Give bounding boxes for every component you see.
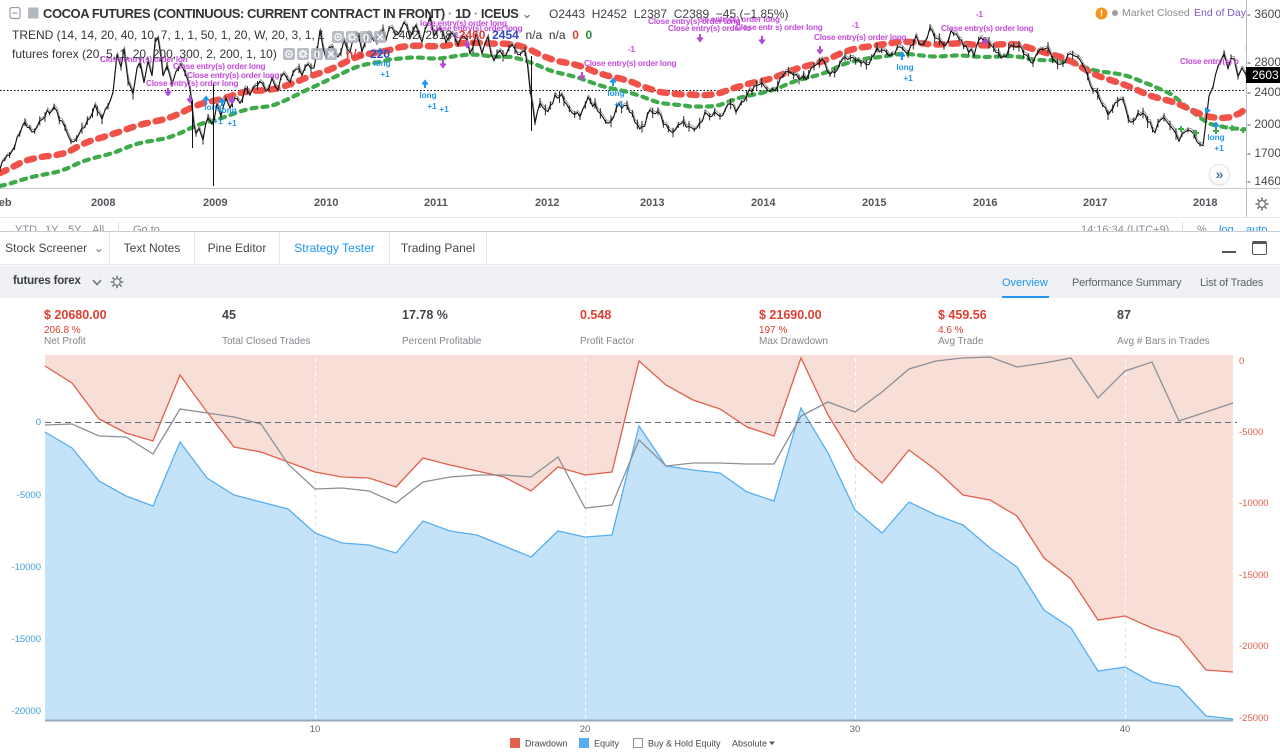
svg-text:-1: -1 — [976, 10, 984, 19]
svg-text:Close entry(s) order long: Close entry(s) order long — [584, 59, 677, 68]
svg-text:-15000: -15000 — [1239, 570, 1269, 581]
svg-text:-20000: -20000 — [1239, 641, 1269, 652]
svg-text:-1: -1 — [852, 21, 860, 30]
svg-text:{}: {} — [314, 49, 321, 59]
svg-text:long: long — [896, 63, 913, 72]
svg-text:long: long — [373, 59, 390, 68]
svg-text:0: 0 — [36, 417, 41, 428]
svg-text:-15000: -15000 — [11, 634, 41, 645]
svg-text:Absolute: Absolute — [732, 739, 767, 749]
svg-text:Close entry(s) order long: Close entry(s) order long — [187, 71, 280, 80]
svg-text:+1: +1 — [439, 105, 449, 114]
svg-text:Close entry(s) order lo: Close entry(s) order lo — [668, 24, 751, 33]
svg-text:-25000: -25000 — [1239, 713, 1269, 724]
svg-text:40: 40 — [1120, 724, 1131, 735]
svg-text:Close entry(s) order long: Close entry(s) order long — [941, 24, 1034, 33]
svg-text:lose entry(s) order long: lose entry(s) order long — [420, 19, 507, 28]
svg-text:10: 10 — [310, 724, 321, 735]
svg-text:+1: +1 — [903, 74, 913, 83]
svg-text:-5000: -5000 — [1239, 427, 1263, 438]
svg-text:-1: -1 — [452, 31, 460, 40]
svg-text:Close entry(s) order lon: Close entry(s) order lon — [100, 55, 188, 64]
svg-text:+1: +1 — [1214, 144, 1224, 153]
svg-text:Buy & Hold Equity: Buy & Hold Equity — [648, 739, 721, 749]
svg-text:Close entry(s) order long: Close entry(s) order long — [146, 79, 239, 88]
svg-text:30: 30 — [850, 724, 861, 735]
svg-text:long: long — [419, 91, 436, 100]
svg-text:+1: +1 — [614, 100, 624, 109]
svg-text:-5000: -5000 — [17, 490, 41, 501]
svg-text:Equity: Equity — [594, 739, 620, 749]
svg-text:20: 20 — [580, 724, 591, 735]
svg-text:Close entry(s) order long: Close entry(s) order long — [173, 62, 266, 71]
svg-text:Close entry(s) order long: Close entry(s) order long — [430, 24, 523, 33]
svg-text:long: long — [1207, 133, 1224, 142]
svg-text:long: long — [607, 89, 624, 98]
svg-text:0: 0 — [1239, 356, 1244, 367]
svg-text:!: ! — [1100, 9, 1103, 19]
svg-text:-20000: -20000 — [11, 706, 41, 717]
svg-text:+1: +1 — [380, 70, 390, 79]
svg-text:se entry(s) order long: se entry(s) order long — [700, 15, 780, 24]
svg-text:long: long — [219, 106, 236, 115]
svg-text:Close entr s) order long: Close entr s) order long — [735, 23, 823, 32]
svg-text:Close entry(s) order long: Close entry(s) order long — [648, 17, 741, 26]
svg-text:{}: {} — [363, 32, 370, 42]
svg-text:-10000: -10000 — [1239, 498, 1269, 509]
svg-text:Close entry(s) order long: Close entry(s) order long — [814, 33, 907, 42]
svg-text:Close entry(s) o: Close entry(s) o — [1180, 57, 1239, 66]
svg-text:+1: +1 — [213, 117, 223, 126]
svg-text:-10000: -10000 — [11, 562, 41, 573]
svg-text:+1: +1 — [427, 102, 437, 111]
svg-text:Drawdown: Drawdown — [525, 739, 568, 749]
svg-text:-1: -1 — [628, 45, 636, 54]
svg-text:+1: +1 — [227, 119, 237, 128]
